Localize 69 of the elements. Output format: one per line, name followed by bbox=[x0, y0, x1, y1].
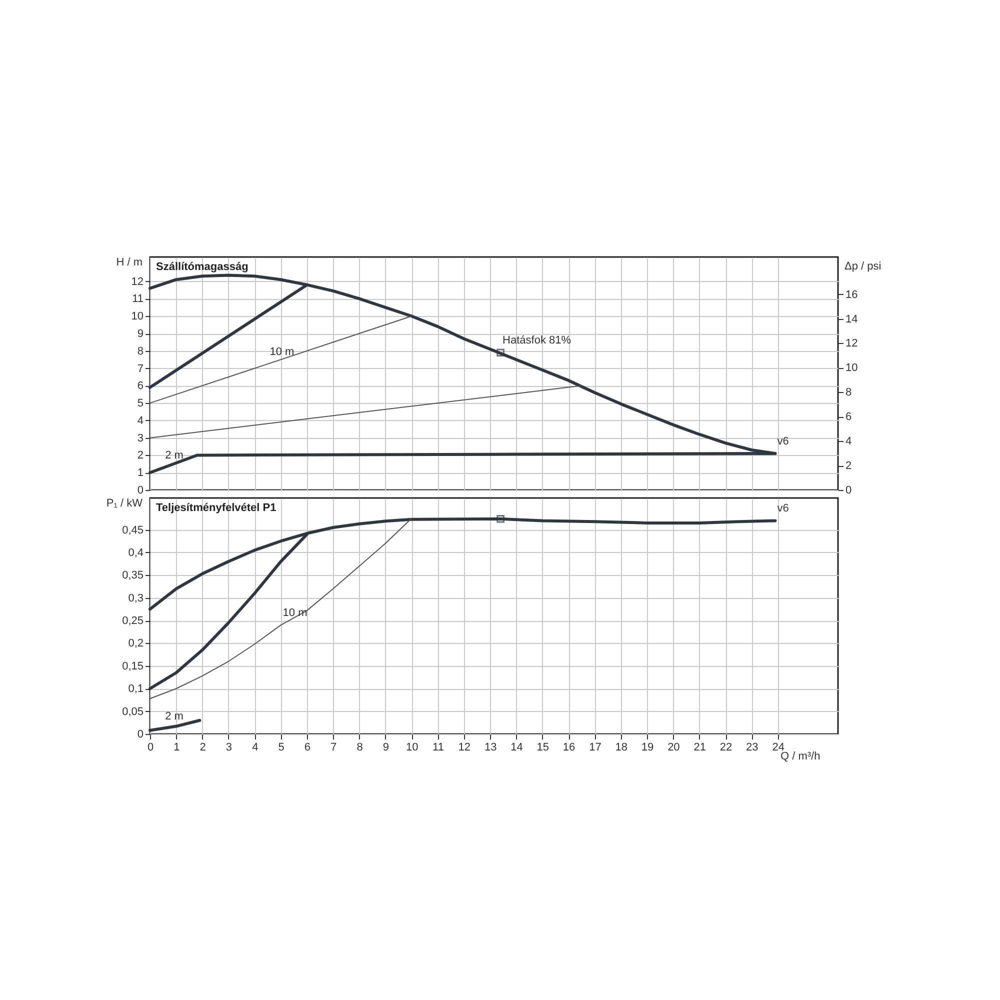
y-tick-label: 5 bbox=[137, 398, 144, 410]
x-tick-label: 7 bbox=[330, 742, 337, 754]
x-tick-label: 2 bbox=[200, 742, 206, 754]
x-tick-label: 0 bbox=[147, 742, 154, 754]
x-tick-label: 10 bbox=[406, 742, 418, 754]
y-tick-label: 0,25 bbox=[122, 615, 144, 628]
y2-tick-label: 12 bbox=[846, 338, 858, 350]
y-tick-label: 0,2 bbox=[128, 638, 144, 650]
y-axis-title: H / m bbox=[116, 256, 142, 268]
y-tick-label: 4 bbox=[137, 414, 144, 427]
x-tick-label: 24 bbox=[772, 742, 784, 754]
y2-tick-label: 6 bbox=[846, 411, 852, 424]
y-tick-label: 11 bbox=[132, 293, 144, 306]
y-axis-title: P₁ / kW bbox=[106, 498, 144, 510]
y2-tick-label: 0 bbox=[846, 484, 852, 496]
annotation: 2 m bbox=[165, 710, 184, 722]
annotation: 10 m bbox=[270, 346, 294, 358]
x-tick-label: 1 bbox=[174, 742, 180, 754]
y-tick-label: 9 bbox=[137, 328, 144, 340]
x-tick-label: 11 bbox=[432, 742, 444, 754]
annotation: 2 m bbox=[165, 450, 184, 462]
y-tick-label: 0,45 bbox=[122, 524, 144, 536]
y-tick-label: 0,1 bbox=[128, 683, 144, 696]
y-tick-label: 12 bbox=[131, 276, 144, 288]
x-tick-label: 23 bbox=[746, 742, 758, 754]
y-tick-label: 0,15 bbox=[122, 660, 144, 672]
x-tick-label: 6 bbox=[304, 742, 311, 754]
y-tick-label: 0 bbox=[137, 484, 144, 496]
annotation: v6 bbox=[777, 435, 789, 448]
x-axis-title: Q / m³/h bbox=[780, 750, 820, 762]
x-tick-label: 22 bbox=[720, 742, 732, 754]
y-tick-label: 7 bbox=[137, 362, 144, 375]
y2-tick-label: 10 bbox=[846, 362, 858, 374]
y2-axis-title: Δp / psi bbox=[844, 260, 882, 272]
x-tick-label: 9 bbox=[382, 742, 389, 754]
annotation: v6 bbox=[777, 502, 789, 515]
chart-title: Teljesítményfelvétel P1 bbox=[156, 502, 276, 514]
y2-tick-label: 4 bbox=[846, 436, 852, 448]
x-tick-label: 13 bbox=[484, 742, 497, 754]
x-tick-label: 19 bbox=[641, 742, 654, 754]
x-tick-label: 12 bbox=[458, 742, 471, 754]
x-tick-label: 16 bbox=[562, 742, 576, 754]
x-tick-label: 17 bbox=[589, 742, 602, 754]
x-tick-label: 18 bbox=[615, 742, 628, 754]
y2-tick-label: 8 bbox=[846, 386, 852, 399]
x-tick-label: 14 bbox=[510, 742, 523, 754]
y-tick-label: 0,3 bbox=[128, 592, 144, 604]
y-tick-label: 0,05 bbox=[122, 706, 144, 718]
x-tick-label: 5 bbox=[278, 742, 284, 754]
y2-tick-label: 16 bbox=[846, 288, 858, 301]
y-tick-label: 10 bbox=[131, 310, 144, 323]
y-tick-label: 6 bbox=[137, 380, 144, 392]
y2-tick-label: 14 bbox=[846, 313, 858, 326]
y-tick-label: 3 bbox=[137, 432, 144, 444]
x-tick-label: 21 bbox=[694, 742, 706, 754]
annotation: Hatásfok 81% bbox=[502, 334, 572, 347]
x-tick-label: 4 bbox=[252, 742, 258, 754]
x-tick-label: 8 bbox=[356, 742, 363, 754]
y2-tick-label: 2 bbox=[846, 460, 852, 472]
x-tick-label: 20 bbox=[668, 742, 680, 754]
y-tick-label: 0,4 bbox=[128, 546, 144, 559]
y-tick-label: 0,35 bbox=[122, 570, 144, 582]
y-tick-label: 1 bbox=[137, 467, 144, 480]
y-tick-label: 2 bbox=[137, 450, 144, 462]
x-tick-label: 3 bbox=[226, 742, 232, 754]
y-tick-label: 0 bbox=[137, 728, 144, 740]
y-tick-label: 8 bbox=[137, 345, 144, 358]
x-tick-label: 15 bbox=[536, 742, 550, 754]
chart-title: Szállítómagasság bbox=[156, 261, 248, 273]
